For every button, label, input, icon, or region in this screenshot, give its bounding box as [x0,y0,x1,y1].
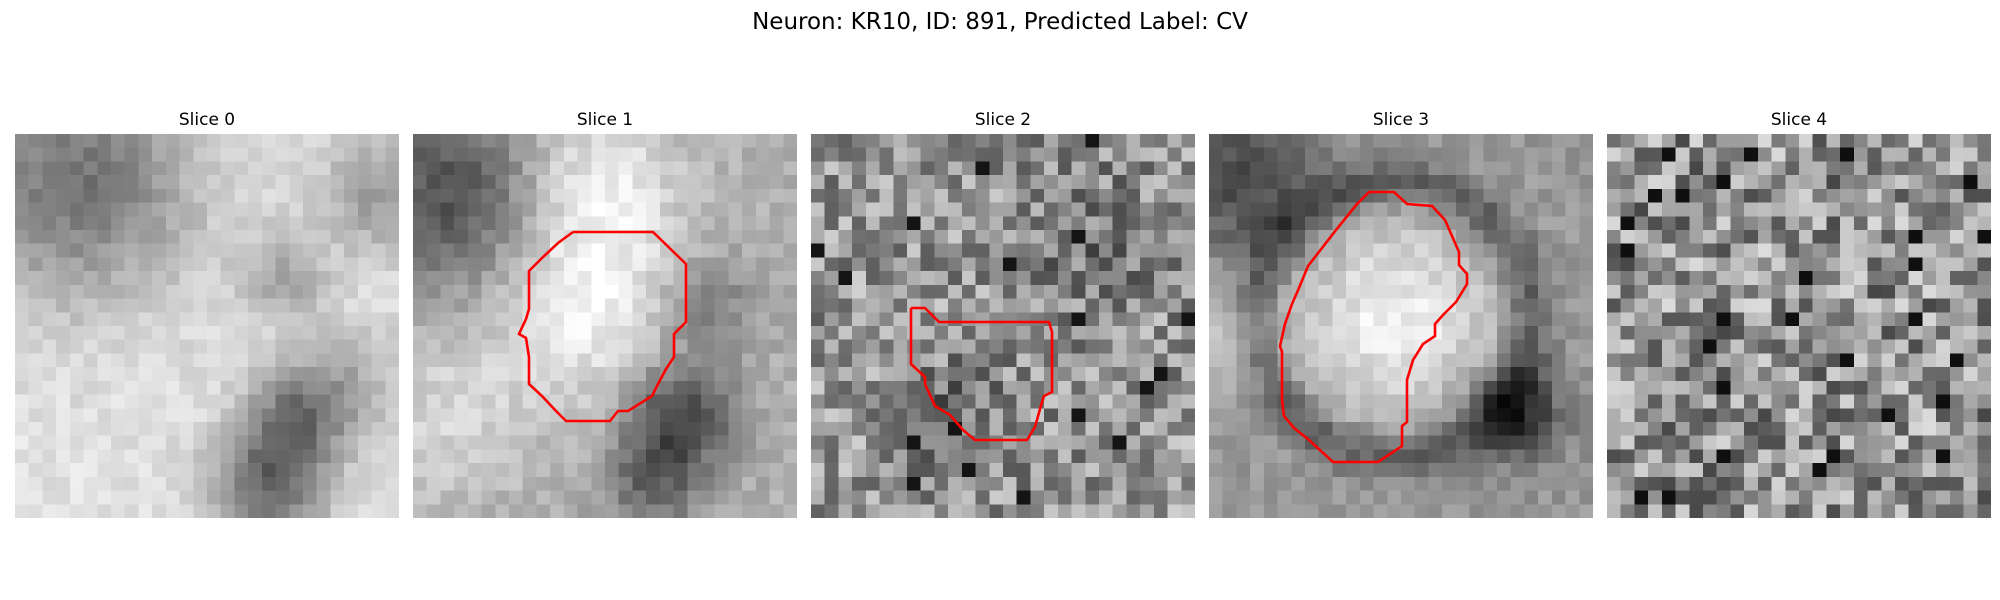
cell-contour-overlay [517,230,688,423]
slice-panel-2: Slice 2 [811,108,1195,518]
slice-image [811,134,1195,518]
cell-contour-overlay [1278,190,1469,464]
slice-panel-3: Slice 3 [1209,108,1593,518]
cell-contour [517,230,688,423]
slice-image [15,134,399,518]
slice-title: Slice 3 [1372,110,1430,130]
slice-panel-4: Slice 4 [1607,108,1991,518]
slice-title: Slice 1 [576,110,634,130]
slice-title: Slice 4 [1770,110,1828,130]
slice-panel-1: Slice 1 [413,108,797,518]
slice-image [1607,134,1991,518]
cell-contour [1278,190,1469,464]
slice-title: Slice 0 [178,110,236,130]
slice-title: Slice 2 [974,110,1032,130]
slice-image [413,134,797,518]
slice-panel-0: Slice 0 [15,108,399,518]
cell-contour [909,306,1054,442]
figure-title: Neuron: KR10, ID: 891, Predicted Label: … [752,9,1248,35]
cell-contour-overlay [909,306,1054,442]
